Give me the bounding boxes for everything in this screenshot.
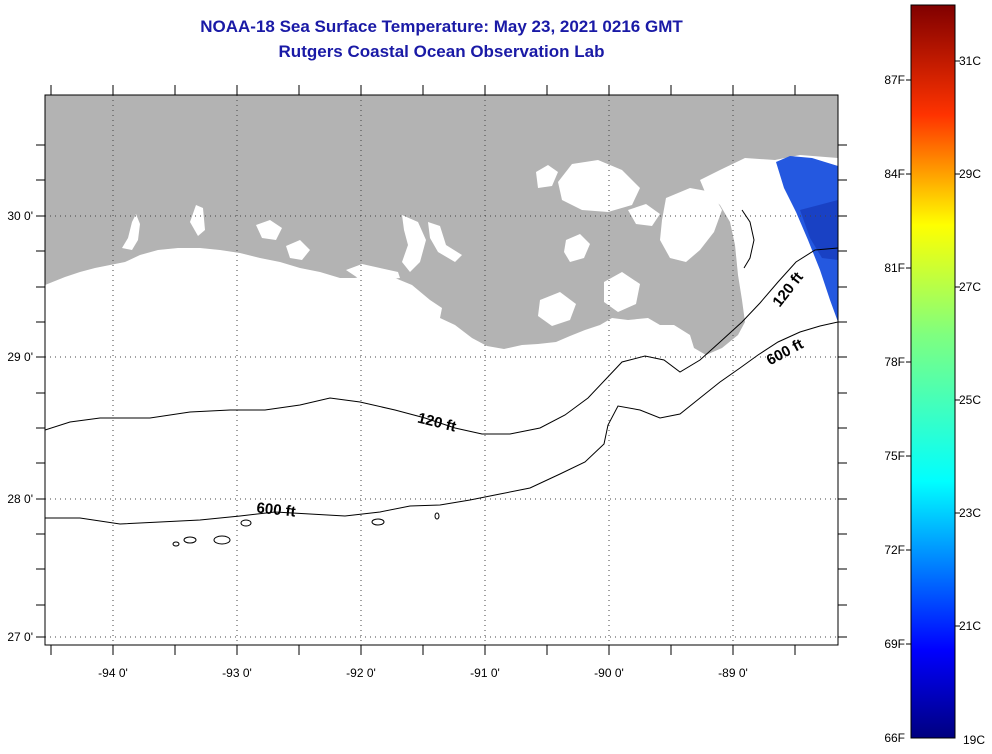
bank-contour [213, 535, 231, 545]
lake-salvador [564, 234, 590, 262]
lat-lon-grid [45, 95, 838, 645]
map-title: NOAA-18 Sea Surface Temperature: May 23,… [200, 17, 683, 36]
lat-ticks [36, 144, 847, 638]
colorbar-c-label: 21C [959, 619, 981, 633]
colorbar-f-label: 72F [884, 543, 905, 557]
sst-swath [776, 156, 838, 322]
lake-verret [428, 222, 462, 262]
colorbar-f-label: 66F [884, 731, 905, 745]
terrebonne-bay [538, 292, 576, 326]
lake-sabine-small [190, 205, 205, 236]
colorbar-f-label: 84F [884, 167, 905, 181]
sst-swath-shade [800, 200, 838, 260]
lon-ticks [50, 85, 796, 655]
lat-label: 30 0' [7, 209, 33, 223]
colorbar-f-label: 69F [884, 637, 905, 651]
lake-maurepas [536, 165, 558, 188]
colorbar-c-label: 23C [959, 506, 981, 520]
lat-label: 28 0' [7, 492, 33, 506]
lon-label: -94 0' [98, 666, 128, 680]
lat-label: 29 0' [7, 350, 33, 364]
lake-white [286, 240, 310, 260]
isobath-600ft-shelf [45, 321, 838, 525]
temperature-colorbar [910, 4, 956, 739]
bay-vermilion [346, 264, 400, 280]
colorbar-c-label: 31C [959, 54, 981, 68]
colorbar-f-label: 75F [884, 449, 905, 463]
map-frame [44, 94, 839, 646]
lon-label: -93 0' [222, 666, 252, 680]
chandeleur-sound [660, 188, 722, 262]
isobath-120ft-east [741, 209, 755, 269]
colorbar-c-label: 27C [959, 280, 981, 294]
colorbar-ticks [906, 60, 960, 645]
lon-label: -92 0' [346, 666, 376, 680]
colorbar-c-label: 29C [959, 167, 981, 181]
lat-label: 27 0' [7, 630, 33, 644]
map-subtitle: Rutgers Coastal Ocean Observation Lab [278, 42, 605, 61]
lon-label: -89 0' [718, 666, 748, 680]
lake-borgne [628, 204, 660, 226]
colorbar-f-label: 87F [884, 73, 905, 87]
colorbar-c-label: 19C [963, 733, 985, 747]
land-mass [45, 95, 838, 355]
isobath-120ft-shelf [45, 247, 838, 435]
lon-label: -91 0' [470, 666, 500, 680]
barataria-bay [604, 272, 640, 312]
colorbar-f-label: 81F [884, 261, 905, 275]
lon-label: -90 0' [594, 666, 624, 680]
bank-contour [172, 541, 180, 547]
colorbar-c-label: 25C [959, 393, 981, 407]
lake-grand [256, 220, 282, 240]
colorbar-f-label: 78F [884, 355, 905, 369]
bank-contour [371, 518, 385, 526]
lake-calcasieu [122, 214, 140, 250]
bay-atchafalaya [402, 215, 426, 272]
lake-pontchartrain [558, 160, 640, 212]
isobath-label-600ft-shelf: 600 ft [256, 500, 297, 521]
bank-contour [183, 536, 197, 544]
bank-contour [240, 519, 252, 527]
bank-contour [434, 512, 440, 520]
